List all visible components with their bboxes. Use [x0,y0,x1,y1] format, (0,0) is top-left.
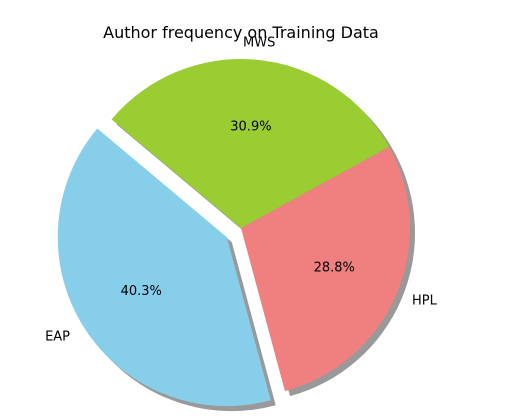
slice-percent-hpl: 28.8% [314,260,355,275]
pie-slice-hpl [241,146,410,392]
slice-percent-mws: 30.9% [230,120,271,135]
slice-label-hpl: HPL [412,293,438,308]
pie-slice-eap [57,128,271,407]
slice-percent-eap: 40.3% [121,284,162,299]
slice-layer [57,59,410,407]
chart-title: Author frequency on Training Data [103,23,379,42]
pie-slice-mws [111,59,390,228]
label-layer: EAP 40.3% HPL 28.8% MWS 30.9% [45,35,438,344]
slice-label-eap: EAP [45,330,70,345]
slice-label-mws: MWS [243,35,275,50]
